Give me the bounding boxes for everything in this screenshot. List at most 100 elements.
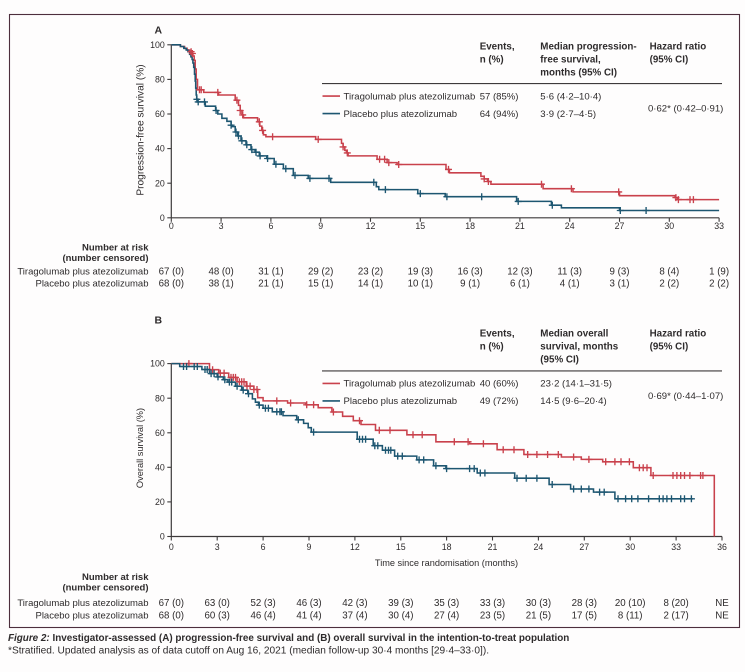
svg-text:24: 24: [534, 542, 544, 552]
svg-text:80: 80: [155, 75, 165, 85]
svg-text:0: 0: [160, 532, 165, 542]
svg-text:30: 30: [664, 221, 674, 231]
svg-text:48 (0): 48 (0): [208, 267, 233, 278]
svg-text:Overall survival (%): Overall survival (%): [135, 408, 145, 488]
svg-text:12: 12: [350, 542, 360, 552]
svg-text:n (%): n (%): [480, 54, 504, 65]
svg-text:4 (1): 4 (1): [560, 279, 580, 290]
svg-text:free survival,: free survival,: [540, 54, 601, 65]
svg-text:23 (5): 23 (5): [480, 611, 505, 622]
svg-text:0·69* (0·44–1·07): 0·69* (0·44–1·07): [648, 391, 723, 402]
svg-text:0: 0: [160, 213, 165, 223]
svg-text:100: 100: [150, 40, 165, 50]
svg-text:80: 80: [155, 393, 165, 403]
svg-text:survival, months: survival, months: [540, 342, 618, 353]
svg-text:68 (0): 68 (0): [159, 611, 184, 622]
svg-text:64 (94%): 64 (94%): [480, 109, 519, 120]
svg-text:Placebo plus atezolizumab: Placebo plus atezolizumab: [344, 109, 458, 120]
svg-text:A: A: [155, 25, 163, 37]
svg-text:33 (3): 33 (3): [480, 598, 505, 609]
svg-text:Tiragolumab plus atezolizumab: Tiragolumab plus atezolizumab: [17, 598, 148, 609]
svg-text:33: 33: [714, 221, 724, 231]
svg-text:3: 3: [219, 221, 224, 231]
svg-text:1 (9): 1 (9): [709, 267, 729, 278]
svg-text:11 (3): 11 (3): [557, 267, 582, 278]
svg-text:2 (2): 2 (2): [709, 279, 729, 290]
svg-text:100: 100: [150, 359, 165, 369]
svg-text:21: 21: [515, 221, 525, 231]
svg-text:67 (0): 67 (0): [159, 267, 184, 278]
svg-text:67 (0): 67 (0): [159, 598, 184, 609]
svg-text:Placebo plus atezolizumab: Placebo plus atezolizumab: [35, 611, 148, 622]
svg-text:*Stratified. Updated analysis: *Stratified. Updated analysis as of data…: [8, 646, 489, 657]
svg-text:16 (3): 16 (3): [457, 267, 482, 278]
svg-text:6: 6: [268, 221, 273, 231]
svg-text:63 (0): 63 (0): [205, 598, 230, 609]
svg-text:Progression-free survival (%): Progression-free survival (%): [136, 64, 147, 195]
svg-text:18: 18: [465, 221, 475, 231]
svg-text:42 (3): 42 (3): [342, 598, 367, 609]
svg-text:9 (1): 9 (1): [460, 279, 480, 290]
svg-text:15 (1): 15 (1): [308, 279, 333, 290]
svg-text:60: 60: [155, 428, 165, 438]
svg-text:0·62* (0·42–0·91): 0·62* (0·42–0·91): [648, 104, 723, 115]
svg-text:46 (4): 46 (4): [250, 611, 275, 622]
svg-text:36: 36: [717, 542, 727, 552]
svg-text:37 (4): 37 (4): [342, 611, 367, 622]
svg-text:40: 40: [155, 462, 165, 472]
svg-text:19 (3): 19 (3): [408, 267, 433, 278]
svg-text:Tiragolumab plus atezolizumab: Tiragolumab plus atezolizumab: [344, 91, 476, 102]
svg-text:(number censored): (number censored): [62, 253, 148, 264]
svg-text:10 (1): 10 (1): [408, 279, 433, 290]
svg-text:41 (4): 41 (4): [296, 611, 321, 622]
svg-text:49 (72%): 49 (72%): [480, 396, 519, 407]
svg-text:28 (3): 28 (3): [572, 598, 597, 609]
svg-text:12 (3): 12 (3): [507, 267, 532, 278]
svg-text:0: 0: [169, 542, 174, 552]
svg-text:52 (3): 52 (3): [250, 598, 275, 609]
svg-text:38 (1): 38 (1): [208, 279, 233, 290]
svg-text:31 (1): 31 (1): [258, 267, 283, 278]
svg-text:Events,: Events,: [480, 329, 515, 340]
svg-text:Placebo plus atezolizumab: Placebo plus atezolizumab: [344, 396, 458, 407]
svg-text:29 (2): 29 (2): [308, 267, 333, 278]
svg-text:30 (4): 30 (4): [388, 611, 413, 622]
svg-text:12: 12: [366, 221, 376, 231]
svg-text:Median progression-: Median progression-: [540, 41, 636, 52]
svg-text:9: 9: [318, 221, 323, 231]
svg-text:Median overall: Median overall: [540, 329, 608, 340]
svg-text:9 (3): 9 (3): [610, 267, 630, 278]
svg-text:68 (0): 68 (0): [159, 279, 184, 290]
svg-text:33: 33: [671, 542, 681, 552]
svg-text:60: 60: [155, 109, 165, 119]
svg-text:3 (1): 3 (1): [610, 279, 630, 290]
svg-text:27: 27: [579, 542, 589, 552]
svg-text:18: 18: [442, 542, 452, 552]
svg-text:21 (5): 21 (5): [526, 611, 551, 622]
svg-text:2 (17): 2 (17): [663, 611, 688, 622]
svg-text:Hazard ratio: Hazard ratio: [650, 41, 707, 52]
svg-text:60 (3): 60 (3): [205, 611, 230, 622]
svg-text:n (%): n (%): [480, 342, 504, 353]
svg-text:(95% CI): (95% CI): [650, 54, 689, 65]
svg-text:39 (3): 39 (3): [388, 598, 413, 609]
svg-text:(number censored): (number censored): [62, 582, 148, 593]
svg-text:2 (2): 2 (2): [659, 279, 679, 290]
svg-text:21 (1): 21 (1): [258, 279, 283, 290]
svg-text:23·2 (14·1–31·5): 23·2 (14·1–31·5): [540, 379, 612, 390]
svg-text:40 (60%): 40 (60%): [480, 379, 519, 390]
svg-text:15: 15: [396, 542, 406, 552]
svg-text:Number at risk: Number at risk: [82, 572, 149, 583]
svg-text:Events,: Events,: [480, 41, 515, 52]
svg-text:Figure 2: Investigator-assesse: Figure 2: Investigator-assessed (A) prog…: [8, 633, 569, 644]
svg-text:40: 40: [155, 144, 165, 154]
svg-text:8 (11): 8 (11): [618, 611, 643, 622]
svg-text:NE: NE: [715, 611, 729, 622]
svg-text:NE: NE: [715, 598, 729, 609]
svg-text:6: 6: [261, 542, 266, 552]
svg-text:27 (4): 27 (4): [434, 611, 459, 622]
svg-text:(95% CI): (95% CI): [650, 342, 689, 353]
svg-text:Time since randomisation (mont: Time since randomisation (months): [375, 558, 518, 568]
svg-text:Tiragolumab plus atezolizumab: Tiragolumab plus atezolizumab: [344, 379, 476, 390]
svg-text:(95% CI): (95% CI): [540, 355, 579, 366]
